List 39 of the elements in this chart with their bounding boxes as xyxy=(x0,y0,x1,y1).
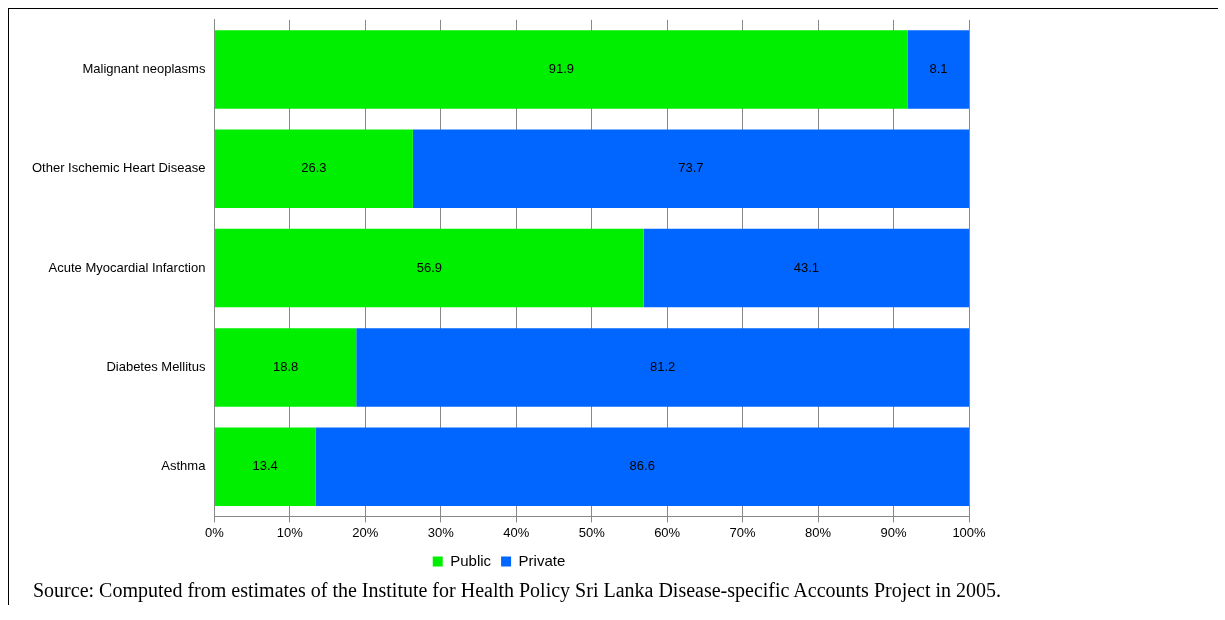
x-tick-label: 70% xyxy=(729,524,757,540)
data-label: 86.6 xyxy=(629,458,655,474)
source-note: Source: Computed from estimates of the Institute for Health Policy Sri Lanka Disease-specific Accounts Project in 2005. xyxy=(33,579,1002,602)
data-label: 91.9 xyxy=(548,61,575,77)
data-label: 43.1 xyxy=(793,259,820,275)
data-label: 81.2 xyxy=(649,359,676,374)
y-tick-label: Other Ischemic Heart Disease xyxy=(31,160,206,176)
bar xyxy=(907,30,969,109)
x-tick-label: 60% xyxy=(654,524,681,540)
bar xyxy=(214,129,413,209)
data-label: 8.1 xyxy=(929,61,948,77)
x-tick-label: 0% xyxy=(204,524,225,540)
data-label: 73.7 xyxy=(678,160,704,176)
data-label: 13.4 xyxy=(252,458,278,474)
bar xyxy=(214,228,644,308)
x-tick-label: 30% xyxy=(427,524,455,540)
x-tick-label: 40% xyxy=(503,524,530,540)
legend-label: Public xyxy=(450,551,492,569)
bar xyxy=(214,328,357,407)
y-tick-label: Malignant neoplasms xyxy=(82,61,206,77)
x-tick-label: 80% xyxy=(805,524,832,540)
bar xyxy=(412,129,969,209)
y-tick-label: Acute Myocardial Infarction xyxy=(48,259,206,275)
x-tick-label: 100% xyxy=(952,524,987,540)
bar xyxy=(214,427,316,506)
data-label: 18.8 xyxy=(272,359,299,374)
bar xyxy=(643,228,969,308)
x-tick-label: 20% xyxy=(352,524,379,540)
bar xyxy=(315,427,969,506)
legend-label: Private xyxy=(518,551,566,569)
y-tick-label: Asthma xyxy=(161,458,207,474)
bar xyxy=(214,30,908,109)
x-tick-label: 10% xyxy=(276,524,304,540)
y-tick-label: Diabetes Mellitus xyxy=(106,359,206,374)
data-label: 56.9 xyxy=(416,259,442,275)
bar xyxy=(356,328,969,407)
x-tick-label: 50% xyxy=(578,524,606,540)
x-tick-label: 90% xyxy=(880,524,907,540)
data-label: 26.3 xyxy=(301,160,327,176)
